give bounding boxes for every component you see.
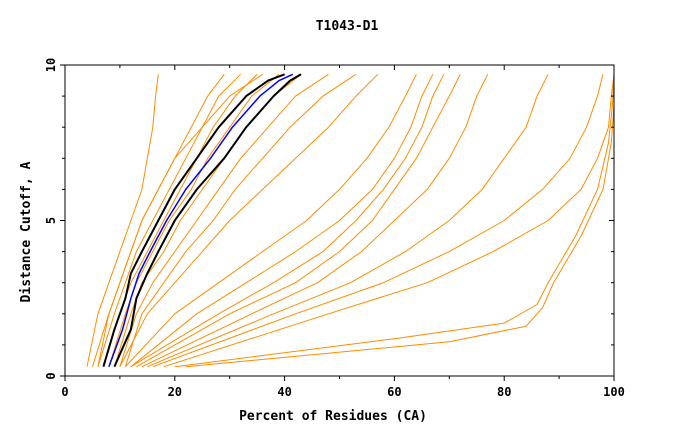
x-tick-label-4: 80 bbox=[497, 385, 511, 399]
series-line-models-6 bbox=[124, 73, 357, 367]
series-line-best_outer-20 bbox=[102, 73, 285, 367]
series-line-models-17 bbox=[163, 74, 615, 368]
y-tick-label-2: 10 bbox=[44, 58, 58, 72]
series-line-models-14 bbox=[141, 74, 489, 368]
series-line-best_outer-21 bbox=[113, 73, 302, 368]
y-axis-label: Distance Cutoff, A bbox=[19, 161, 34, 302]
series-line-models-15 bbox=[147, 74, 549, 368]
chart-title: T1043-D1 bbox=[316, 19, 379, 34]
series-line-models-5 bbox=[119, 73, 329, 367]
x-axis-label: Percent of Residues (CA) bbox=[239, 409, 427, 424]
x-tick-label-0: 0 bbox=[61, 385, 68, 399]
y-tick-label-1: 5 bbox=[44, 217, 58, 224]
series-line-models-9 bbox=[119, 73, 379, 367]
series-line-models-10 bbox=[125, 74, 417, 368]
x-tick-label-5: 100 bbox=[603, 385, 625, 399]
series-line-models-11 bbox=[130, 74, 434, 368]
x-tick-label-1: 20 bbox=[168, 385, 182, 399]
series-line-models-16 bbox=[152, 74, 604, 368]
x-tick-label-3: 60 bbox=[387, 385, 401, 399]
series-line-best_center-22 bbox=[108, 73, 294, 367]
axis-layer: 0 20 40 60 80 100 0 5 10 bbox=[44, 58, 625, 399]
series-line-models-19 bbox=[185, 74, 615, 368]
series-line-models-13 bbox=[136, 74, 461, 368]
series-line-models-1 bbox=[97, 73, 242, 367]
series-line-models-12 bbox=[130, 74, 445, 368]
series-layer bbox=[86, 73, 615, 368]
series-line-models-8 bbox=[97, 73, 263, 367]
series-line-models-18 bbox=[174, 74, 615, 368]
y-tick-label-0: 0 bbox=[44, 372, 58, 379]
x-tick-label-2: 40 bbox=[277, 385, 291, 399]
series-line-models-7 bbox=[86, 74, 159, 367]
